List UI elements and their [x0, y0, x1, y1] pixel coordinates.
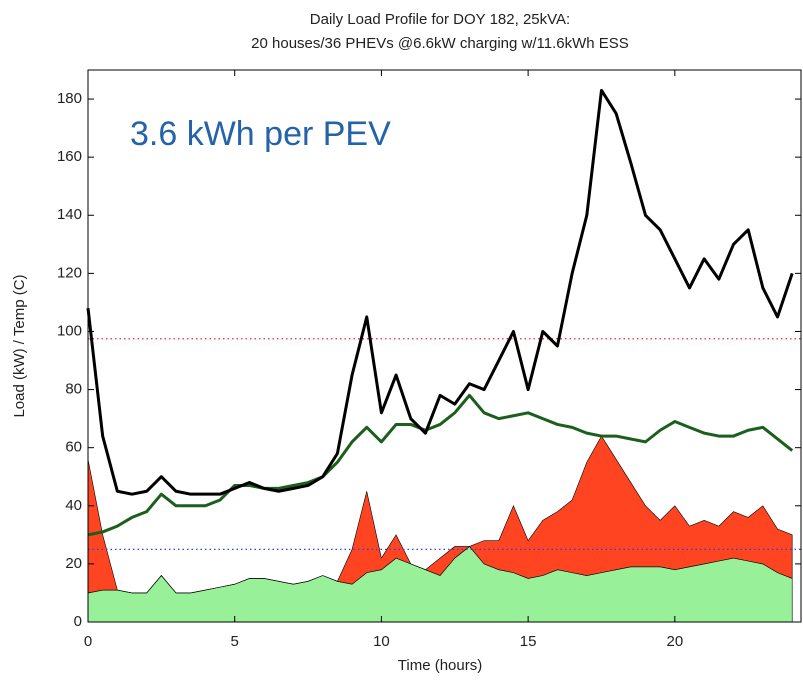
- y-axis-label: Load (kW) / Temp (C): [11, 274, 28, 417]
- y-tick-label: 20: [65, 555, 82, 572]
- x-axis-label: Time (hours): [398, 657, 482, 674]
- y-tick-label: 100: [57, 322, 82, 339]
- y-tick-label: 60: [65, 439, 82, 456]
- y-tick-label: 120: [57, 264, 82, 281]
- y-tick-label: 0: [74, 613, 82, 630]
- x-tick-label: 15: [520, 633, 537, 650]
- plot-area: 0 20 40 60 80 100 120 140 160 180 0 5 10 15 20: [57, 69, 802, 650]
- annotation: 3.6 kWh per PEV: [130, 115, 391, 153]
- line: [87, 393, 794, 537]
- chart-subtitle: 20 houses/36 PHEVs @6.6kW charging w/11.…: [251, 35, 629, 52]
- chart-title: Daily Load Profile for DOY 182, 25kVA:: [310, 11, 570, 28]
- line: [86, 88, 794, 496]
- x-tick-label: 20: [666, 633, 683, 650]
- y-tick-label: 180: [57, 90, 82, 107]
- x-tick-label: 0: [84, 633, 92, 650]
- y-tick-label: 160: [57, 148, 82, 165]
- x-tick-label: 10: [373, 633, 390, 650]
- y-tick-label: 80: [65, 381, 82, 398]
- y-tick-label: 40: [65, 497, 82, 514]
- x-tick-label: 5: [231, 633, 239, 650]
- y-tick-label: 140: [57, 206, 82, 223]
- area: [87, 435, 793, 594]
